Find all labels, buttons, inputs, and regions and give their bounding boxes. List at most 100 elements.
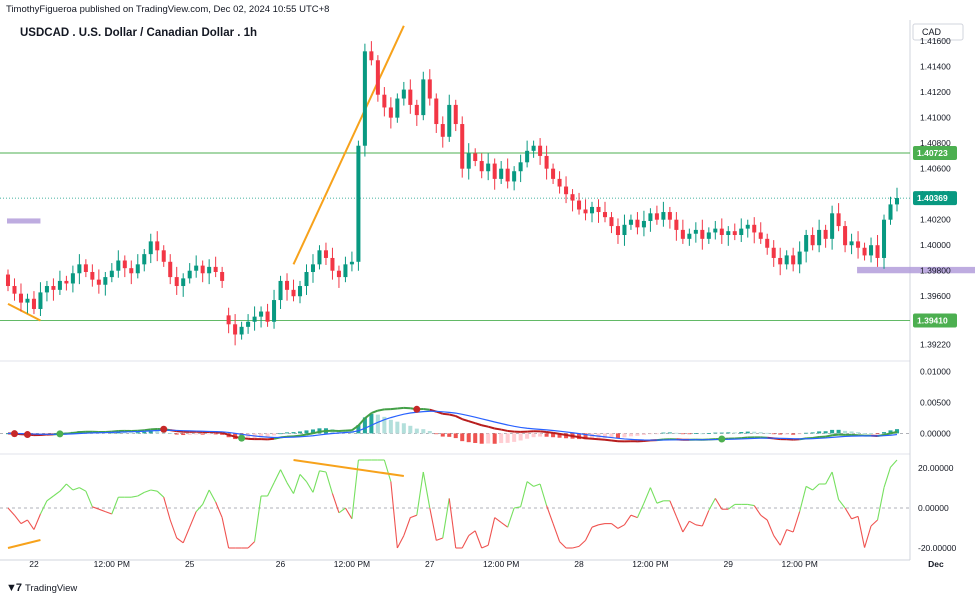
candle-body bbox=[369, 51, 373, 60]
macd-line-segment bbox=[540, 431, 546, 432]
oscillator-segment bbox=[170, 520, 176, 538]
macd-histogram-bar bbox=[285, 432, 289, 433]
candle-body bbox=[240, 327, 244, 335]
time-tick-label: 12:00 PM bbox=[632, 559, 668, 569]
brand-name: TradingView bbox=[25, 583, 77, 594]
candle-body bbox=[759, 232, 763, 238]
tradingview-brand[interactable]: ▼7 TradingView bbox=[6, 582, 77, 594]
oscillator-segment bbox=[644, 488, 650, 504]
macd-line-segment bbox=[547, 432, 553, 433]
macd-line-segment bbox=[268, 439, 274, 440]
candle-body bbox=[668, 212, 672, 220]
macd-histogram-bar bbox=[395, 422, 399, 434]
oscillator-segment bbox=[391, 482, 397, 548]
macd-histogram-bar bbox=[499, 433, 503, 443]
candle-body bbox=[622, 225, 626, 235]
macd-histogram-bar bbox=[376, 415, 380, 434]
candle-body bbox=[590, 207, 594, 213]
candle-body bbox=[415, 105, 419, 115]
macd-histogram-bar bbox=[304, 430, 308, 433]
macd-histogram-bar bbox=[876, 433, 880, 434]
candle-body bbox=[64, 281, 68, 284]
macd-histogram-bar bbox=[168, 433, 172, 434]
macd-histogram-bar bbox=[369, 414, 373, 433]
macd-cross-marker bbox=[11, 430, 18, 437]
macd-histogram-bar bbox=[668, 432, 672, 433]
oscillator-segment bbox=[832, 472, 838, 500]
macd-histogram-bar bbox=[707, 433, 711, 434]
candle-body bbox=[642, 221, 646, 227]
macd-histogram-bar bbox=[454, 433, 458, 438]
macd-histogram-bar bbox=[674, 433, 678, 434]
candle-body bbox=[584, 209, 588, 213]
oscillator-segment bbox=[839, 500, 845, 508]
macd-line-segment bbox=[449, 415, 455, 417]
macd-line-segment bbox=[391, 408, 397, 409]
oscillator-segment bbox=[410, 515, 416, 517]
macd-line-segment bbox=[138, 430, 144, 431]
oscillator-segment bbox=[611, 524, 617, 529]
candle-body bbox=[330, 258, 334, 271]
macd-histogram-bar bbox=[188, 433, 192, 435]
oscillator-segment bbox=[319, 471, 325, 472]
candle-body bbox=[545, 156, 549, 169]
candle-body bbox=[720, 229, 724, 235]
candle-body bbox=[162, 250, 166, 261]
price-tag-label: 1.40369 bbox=[917, 193, 948, 203]
macd-line-segment bbox=[475, 423, 481, 425]
oscillator-segment bbox=[462, 536, 468, 548]
macd-histogram-bar bbox=[525, 433, 529, 438]
publisher-line: TimothyFigueroa published on TradingView… bbox=[6, 4, 329, 15]
time-tick-label: 29 bbox=[724, 559, 734, 569]
oscillator-segment bbox=[306, 482, 312, 493]
oscillator-segment bbox=[573, 546, 579, 548]
macd-line-segment bbox=[371, 411, 377, 413]
oscillator-segment bbox=[384, 460, 390, 482]
candle-body bbox=[201, 266, 205, 274]
macd-line-segment bbox=[611, 440, 617, 441]
candle-body bbox=[525, 151, 529, 162]
macd-histogram-bar bbox=[739, 432, 743, 433]
price-tick-label: 1.41600 bbox=[920, 36, 951, 46]
oscillator-segment bbox=[313, 471, 319, 493]
oscillator-segment bbox=[144, 490, 150, 492]
candle-body bbox=[843, 226, 847, 245]
macd-line-segment bbox=[599, 439, 605, 440]
macd-histogram-bar bbox=[512, 433, 516, 441]
oscillator-segment bbox=[508, 508, 514, 527]
oscillator-tick-label: -20.00000 bbox=[918, 543, 957, 553]
macd-cross-marker bbox=[160, 426, 167, 433]
macd-line-segment bbox=[488, 427, 494, 429]
macd-histogram-bar bbox=[538, 433, 542, 436]
candle-body bbox=[292, 290, 296, 296]
macd-tick-label: 0.00000 bbox=[920, 428, 951, 438]
candle-body bbox=[220, 272, 224, 281]
candle-body bbox=[402, 90, 406, 99]
macd-histogram-bar bbox=[661, 433, 665, 434]
macd-histogram-bar bbox=[175, 433, 179, 434]
time-tick-label: 12:00 PM bbox=[483, 559, 519, 569]
candle-body bbox=[253, 317, 257, 322]
macd-histogram-bar bbox=[837, 430, 841, 434]
candle-body bbox=[635, 220, 639, 228]
candle-body bbox=[655, 213, 659, 219]
macd-histogram-bar bbox=[720, 433, 724, 434]
macd-histogram-bar bbox=[752, 432, 756, 434]
macd-histogram-bar bbox=[467, 433, 471, 442]
oscillator-segment bbox=[294, 474, 300, 493]
macd-histogram-bar bbox=[389, 420, 393, 434]
candle-body bbox=[538, 146, 542, 156]
macd-histogram-bar bbox=[629, 433, 633, 436]
candle-body bbox=[110, 271, 114, 277]
candle-body bbox=[149, 241, 153, 254]
candle-body bbox=[493, 164, 497, 179]
candle-body bbox=[324, 250, 328, 258]
oscillator-segment bbox=[190, 512, 196, 528]
macd-histogram-bar bbox=[428, 431, 432, 433]
price-tag-label: 1.40723 bbox=[917, 148, 948, 158]
candle-body bbox=[837, 213, 841, 226]
price-tick-label: 1.40200 bbox=[920, 215, 951, 225]
candle-body bbox=[733, 231, 737, 235]
oscillator-segment bbox=[255, 496, 261, 542]
